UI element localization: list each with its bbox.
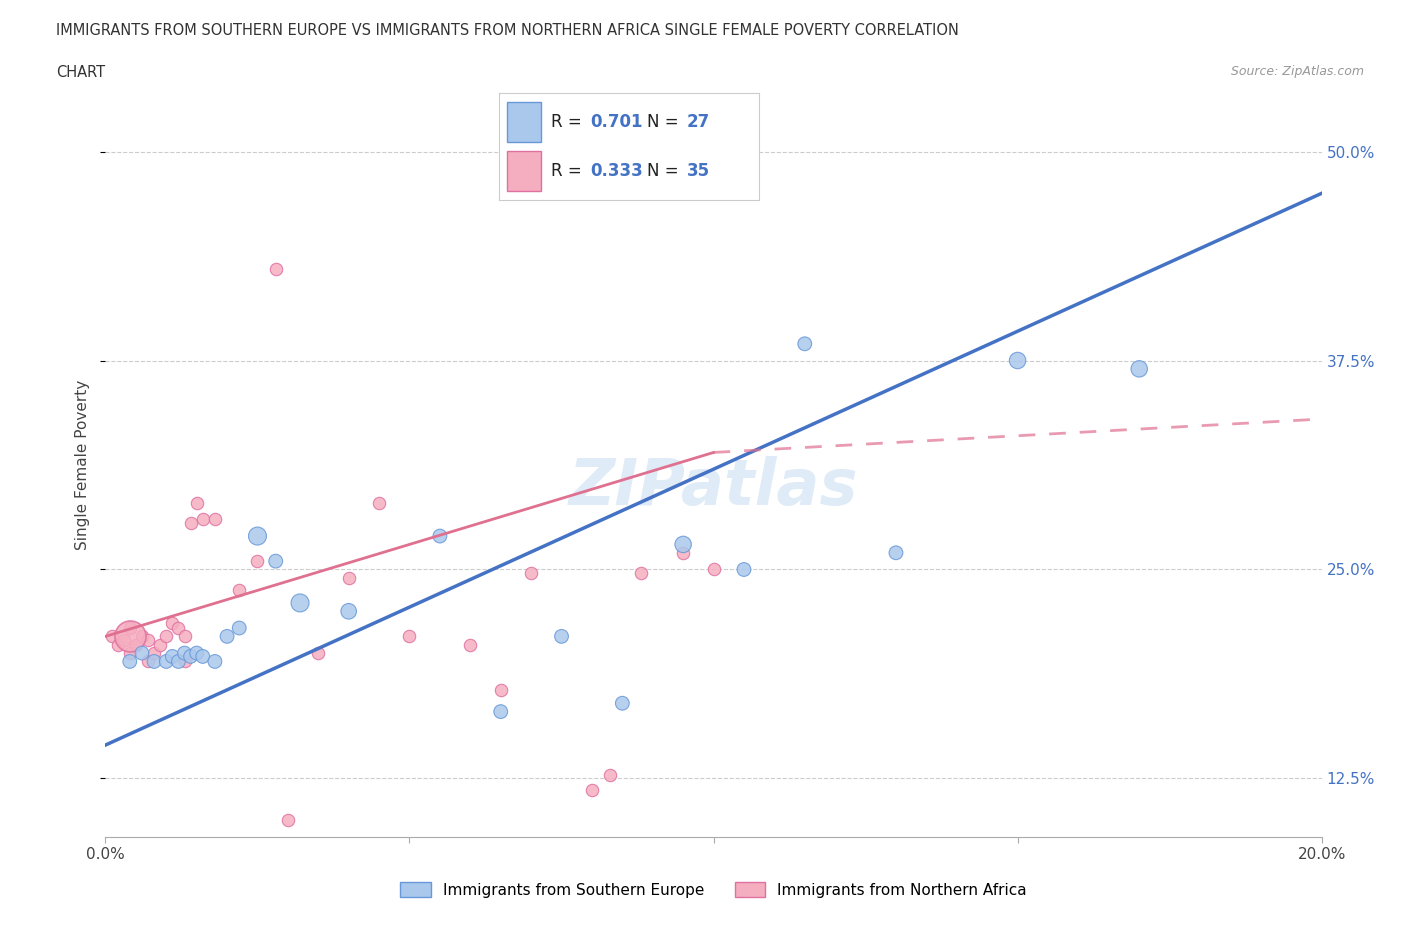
- Point: [520, 565, 543, 580]
- Point: [125, 637, 148, 652]
- Text: 35: 35: [686, 162, 710, 180]
- Point: [143, 654, 166, 669]
- Point: [733, 562, 755, 577]
- Text: N =: N =: [647, 113, 685, 131]
- Point: [162, 649, 184, 664]
- Point: [100, 629, 122, 644]
- Point: [228, 582, 250, 597]
- Point: [550, 629, 572, 644]
- Point: [118, 645, 141, 660]
- Text: R =: R =: [551, 162, 588, 180]
- Point: [217, 629, 239, 644]
- Text: 0.333: 0.333: [591, 162, 643, 180]
- Point: [581, 783, 603, 798]
- Point: [191, 512, 214, 526]
- Point: [702, 562, 725, 577]
- Point: [131, 629, 153, 644]
- Point: [173, 629, 195, 644]
- Point: [277, 813, 299, 828]
- Point: [186, 495, 208, 510]
- Point: [489, 683, 512, 698]
- Text: CHART: CHART: [56, 65, 105, 80]
- Point: [337, 604, 360, 618]
- Point: [136, 632, 159, 647]
- Point: [167, 654, 190, 669]
- Point: [173, 645, 195, 660]
- Point: [884, 545, 907, 560]
- Point: [136, 654, 159, 669]
- Text: ZIPatlas: ZIPatlas: [569, 457, 858, 518]
- Point: [672, 545, 695, 560]
- Point: [246, 553, 269, 568]
- Point: [307, 645, 329, 660]
- Point: [1007, 353, 1029, 368]
- Point: [118, 654, 141, 669]
- Point: [398, 629, 420, 644]
- Point: [149, 637, 172, 652]
- Point: [204, 512, 226, 526]
- Point: [180, 515, 202, 530]
- Point: [246, 528, 269, 543]
- Point: [173, 654, 195, 669]
- Point: [264, 553, 287, 568]
- Text: R =: R =: [551, 113, 588, 131]
- Text: N =: N =: [647, 162, 685, 180]
- Point: [368, 495, 391, 510]
- Point: [143, 645, 166, 660]
- Point: [131, 645, 153, 660]
- Point: [155, 629, 177, 644]
- Point: [167, 620, 190, 635]
- Point: [228, 620, 250, 635]
- Point: [1128, 362, 1150, 377]
- Point: [429, 528, 451, 543]
- Point: [112, 632, 135, 647]
- Bar: [508, 151, 541, 192]
- Point: [458, 637, 481, 652]
- Point: [186, 645, 208, 660]
- Point: [204, 654, 226, 669]
- Text: 0.701: 0.701: [591, 113, 643, 131]
- Point: [107, 637, 129, 652]
- Point: [118, 620, 141, 635]
- Point: [288, 595, 311, 610]
- Legend: Immigrants from Southern Europe, Immigrants from Northern Africa: Immigrants from Southern Europe, Immigra…: [394, 875, 1033, 904]
- Point: [180, 649, 202, 664]
- Y-axis label: Single Female Poverty: Single Female Poverty: [75, 379, 90, 551]
- Point: [599, 767, 621, 782]
- Point: [793, 337, 815, 352]
- Point: [630, 565, 652, 580]
- Point: [672, 537, 695, 551]
- Point: [612, 696, 634, 711]
- Point: [191, 649, 214, 664]
- Point: [118, 629, 141, 644]
- Text: IMMIGRANTS FROM SOUTHERN EUROPE VS IMMIGRANTS FROM NORTHERN AFRICA SINGLE FEMALE: IMMIGRANTS FROM SOUTHERN EUROPE VS IMMIG…: [56, 23, 959, 38]
- Bar: [508, 101, 541, 142]
- Point: [489, 704, 512, 719]
- Point: [155, 654, 177, 669]
- Point: [337, 570, 360, 585]
- Point: [162, 616, 184, 631]
- Point: [264, 261, 287, 276]
- Text: Source: ZipAtlas.com: Source: ZipAtlas.com: [1230, 65, 1364, 78]
- Text: 27: 27: [686, 113, 710, 131]
